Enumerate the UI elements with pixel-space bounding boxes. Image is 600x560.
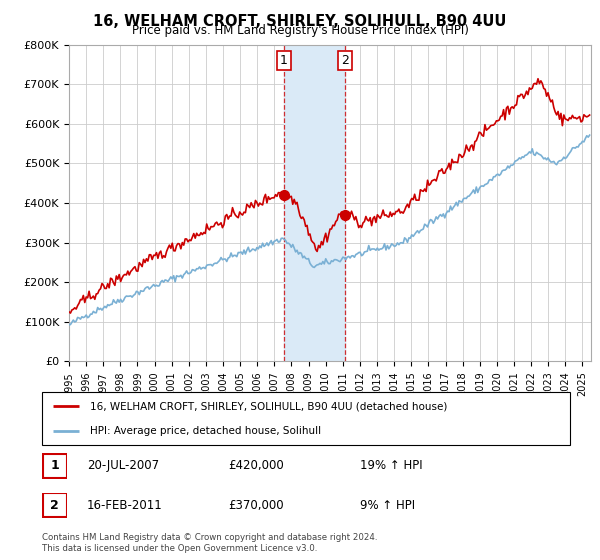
Text: £420,000: £420,000 [228, 459, 284, 473]
Text: HPI: Average price, detached house, Solihull: HPI: Average price, detached house, Soli… [89, 426, 320, 436]
FancyBboxPatch shape [43, 454, 67, 478]
Text: Contains HM Land Registry data © Crown copyright and database right 2024.
This d: Contains HM Land Registry data © Crown c… [42, 533, 377, 553]
Text: 16, WELHAM CROFT, SHIRLEY, SOLIHULL, B90 4UU: 16, WELHAM CROFT, SHIRLEY, SOLIHULL, B90… [94, 14, 506, 29]
Text: 20-JUL-2007: 20-JUL-2007 [87, 459, 159, 473]
Text: 2: 2 [50, 498, 59, 512]
Text: 1: 1 [280, 54, 287, 67]
Text: 16, WELHAM CROFT, SHIRLEY, SOLIHULL, B90 4UU (detached house): 16, WELHAM CROFT, SHIRLEY, SOLIHULL, B90… [89, 402, 447, 412]
FancyBboxPatch shape [43, 493, 67, 517]
Bar [284, 45, 345, 361]
FancyBboxPatch shape [42, 392, 570, 445]
Text: 2: 2 [341, 54, 349, 67]
Text: Price paid vs. HM Land Registry's House Price Index (HPI): Price paid vs. HM Land Registry's House … [131, 24, 469, 37]
Text: 19% ↑ HPI: 19% ↑ HPI [360, 459, 422, 473]
Text: £370,000: £370,000 [228, 498, 284, 512]
Text: 16-FEB-2011: 16-FEB-2011 [87, 498, 163, 512]
Text: 1: 1 [50, 459, 59, 473]
Text: 9% ↑ HPI: 9% ↑ HPI [360, 498, 415, 512]
